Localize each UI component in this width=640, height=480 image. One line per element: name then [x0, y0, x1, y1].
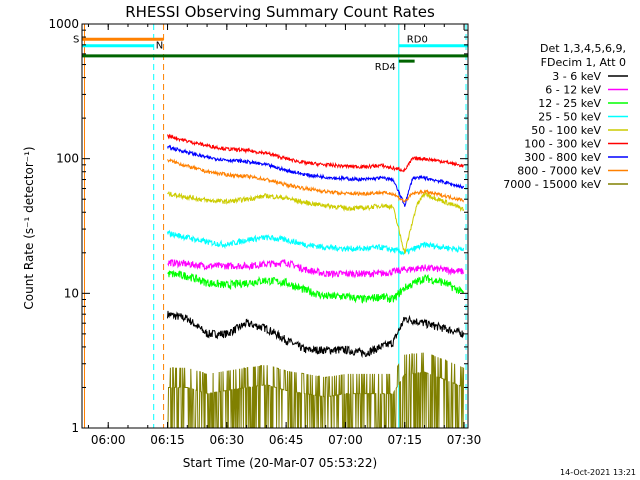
- flag-label-1: N: [156, 41, 163, 52]
- y-tick-label-3: 1000: [48, 17, 79, 31]
- flag-label-3: RD0: [407, 35, 428, 46]
- flag-label-0: S: [73, 34, 79, 45]
- flag-label-4: RD4: [375, 62, 396, 73]
- y-tick-label-0: 1: [71, 421, 79, 435]
- series-line-2: [167, 269, 465, 304]
- x-axis-label: Start Time (20-Mar-07 05:53:22): [183, 456, 377, 470]
- legend-entry-2: 12 - 25 keV: [538, 97, 601, 110]
- event-markers: [84, 24, 467, 428]
- legend-header-1: FDecim 1, Att 0: [541, 56, 626, 69]
- series-line-7: [167, 157, 465, 203]
- x-tick-label-2: 06:30: [210, 433, 245, 447]
- x-tick-label-3: 06:45: [269, 433, 304, 447]
- legend-entry-0: 3 - 6 keV: [552, 70, 601, 83]
- legend-entry-3: 25 - 50 keV: [538, 111, 601, 124]
- x-tick-label-6: 07:30: [447, 433, 482, 447]
- plot-frame: [81, 23, 469, 429]
- legend-entry-4: 50 - 100 keV: [531, 124, 601, 137]
- x-axis: 06:00 06:15 06:30 06:45 07:00 07:15 07:30: [87, 24, 482, 447]
- series-line-4: [167, 189, 465, 255]
- legend-entry-6: 300 - 800 keV: [524, 151, 601, 164]
- legend: Det 1,3,4,5,6,9,FDecim 1, Att 03 - 6 keV…: [503, 42, 628, 191]
- series-line-8: [167, 352, 465, 428]
- x-tick-label-0: 06:00: [91, 433, 126, 447]
- x-tick-label-5: 07:15: [387, 433, 422, 447]
- x-tick-label-1: 06:15: [150, 433, 185, 447]
- x-tick-label-4: 07:00: [328, 433, 363, 447]
- y-tick-label-1: 10: [64, 286, 79, 300]
- series-line-3: [167, 229, 465, 256]
- series-line-5: [167, 133, 465, 173]
- legend-entry-8: 7000 - 15000 keV: [503, 178, 601, 191]
- chart-title: RHESSI Observing Summary Count Rates: [125, 3, 435, 21]
- legend-header-0: Det 1,3,4,5,6,9,: [540, 42, 626, 55]
- y-axis-label: Count Rate (s⁻¹ detector⁻¹): [22, 146, 36, 309]
- series-line-0: [167, 310, 465, 359]
- flag-bars: S N RD0 RD4: [73, 34, 468, 73]
- series-group: [167, 133, 465, 428]
- footer-timestamp: 14-Oct-2021 13:21: [560, 468, 636, 477]
- series-line-6: [167, 144, 465, 207]
- legend-entry-7: 800 - 7000 keV: [517, 165, 601, 178]
- y-axis: 1 10 100 1000: [48, 17, 468, 435]
- legend-entry-5: 100 - 300 keV: [524, 138, 601, 151]
- y-tick-label-2: 100: [56, 152, 79, 166]
- legend-entry-1: 6 - 12 keV: [545, 84, 601, 97]
- series-line-1: [167, 258, 465, 279]
